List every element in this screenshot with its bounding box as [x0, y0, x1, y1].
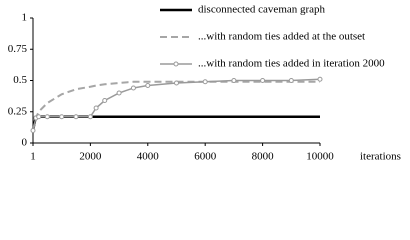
series-marker	[73, 114, 79, 120]
x-tick-label: 2000	[79, 151, 102, 163]
y-tick-label: 0.75	[8, 43, 28, 55]
series-marker	[44, 114, 50, 120]
series-marker	[317, 76, 323, 82]
x-axis-label: iterations	[360, 151, 401, 163]
legend-label: ...with random ties added at the outset	[198, 31, 365, 43]
x-tick-label: 4000	[137, 151, 160, 163]
legend-label: disconnected caveman graph	[198, 4, 326, 16]
x-tick-label: 8000	[252, 151, 275, 163]
x-tick-label: 10000	[306, 151, 334, 163]
series-line	[32, 80, 320, 131]
y-tick-label: 0	[22, 137, 28, 149]
series-marker	[36, 114, 42, 120]
series-marker	[173, 80, 179, 86]
y-tick-label: 1	[22, 12, 28, 24]
series-marker	[202, 79, 208, 85]
x-tick-label: 6000	[194, 151, 217, 163]
series-marker	[102, 98, 108, 103]
legend-label: ...with random ties added in iteration 2…	[198, 58, 385, 70]
series-marker	[130, 85, 136, 91]
series-marker	[260, 78, 266, 83]
series-marker	[93, 105, 99, 111]
series-line	[32, 78, 321, 131]
chart: iterations 0 0.25 0.5 0.75 1 1 2000 4000 6000 800…	[8, 4, 401, 163]
y-tick-label: 0.25	[8, 105, 28, 117]
series-marker	[87, 114, 93, 120]
series-marker	[145, 83, 151, 88]
series-marker	[116, 90, 122, 96]
legend-marker	[173, 61, 179, 67]
y-tick-label: 0.5	[13, 74, 27, 86]
series-marker	[231, 78, 237, 83]
series-marker	[288, 78, 294, 83]
series-marker	[30, 128, 36, 133]
x-tick-label: 1	[30, 151, 36, 163]
series-marker	[59, 114, 65, 120]
